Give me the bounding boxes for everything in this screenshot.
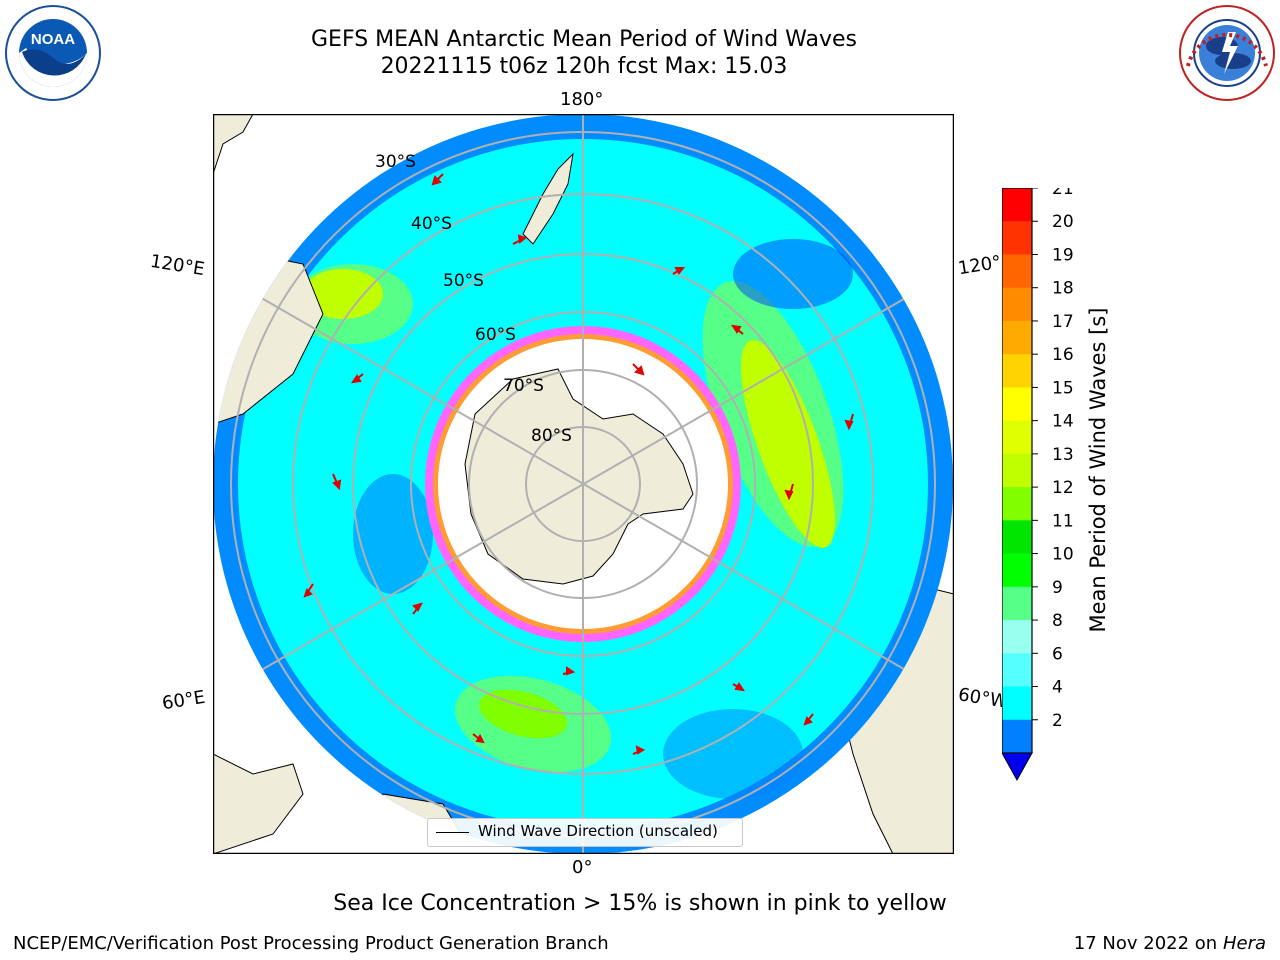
colorbar-tick-label: 9	[1052, 578, 1063, 598]
colorbar-tick-label: 4	[1052, 678, 1063, 698]
colorbar-block	[1002, 586, 1032, 621]
lon-label-lower-left: 60°E	[160, 686, 207, 715]
colorbar-block	[1002, 453, 1032, 488]
colorbar-tick-label: 21	[1052, 188, 1074, 199]
lat-label-50s: 50°S	[443, 271, 484, 291]
lat-label-30s: 30°S	[375, 152, 416, 172]
colorbar-tick-label: 11	[1052, 511, 1074, 531]
colorbar-block	[1002, 719, 1032, 754]
lon-label-upper-right: 120°	[956, 251, 1003, 280]
date-text: 17 Nov 2022 on	[1073, 933, 1218, 954]
africa-land	[213, 753, 304, 854]
colorbar-tick-label: 19	[1052, 245, 1074, 265]
colorbar-tick-label: 13	[1052, 445, 1074, 465]
colorbar-block	[1002, 254, 1032, 289]
credit-text: NCEP/EMC/Verification Post Processing Pr…	[13, 933, 609, 954]
polar-map: 30°S 40°S 50°S 60°S 70°S 80°S	[213, 114, 954, 854]
colorbar-block	[1002, 320, 1032, 355]
colorbar-block	[1002, 686, 1032, 721]
lat-label-70s: 70°S	[503, 376, 544, 396]
colorbar-title: Mean Period of Wind Waves [s]	[1086, 307, 1110, 633]
australia-land	[213, 114, 254, 175]
colorbar-tick-label: 2	[1052, 711, 1063, 731]
colorbar-tick-label: 12	[1052, 478, 1074, 498]
nws-logo	[1179, 5, 1275, 101]
colorbar-tick-label: 20	[1052, 212, 1074, 232]
colorbar-block	[1002, 620, 1032, 654]
colorbar-block	[1002, 287, 1032, 322]
colorbar-tick-label: 8	[1052, 611, 1063, 631]
lat-label-60s: 60°S	[475, 325, 516, 345]
colorbar-block	[1002, 387, 1032, 422]
colorbar-tick-label: 18	[1052, 279, 1074, 299]
colorbar-block	[1002, 420, 1032, 455]
colorbar-block	[1002, 354, 1032, 388]
colorbar-block	[1002, 188, 1032, 222]
map-title: GEFS MEAN Antarctic Mean Period of Wind …	[311, 27, 857, 52]
colorbar-tick-label: 16	[1052, 345, 1074, 365]
lon-label-top: 180°	[560, 89, 604, 110]
colorbar-block	[1002, 553, 1032, 588]
date-host-text: 17 Nov 2022 on Hera	[1074, 933, 1266, 954]
sea-ice-footnote: Sea Ice Concentration > 15% is shown in …	[333, 891, 947, 916]
legend-label: Wind Wave Direction (unscaled)	[478, 822, 718, 840]
colorbar-block	[1002, 653, 1032, 688]
colorbar-block	[1002, 520, 1032, 555]
colorbar-tick-label: 17	[1052, 312, 1074, 332]
colorbar-block	[1002, 487, 1032, 521]
colorbar-tick-label: 14	[1052, 412, 1074, 432]
colorbar-tick-label: 10	[1052, 545, 1074, 565]
colorbar-tick-label: 15	[1052, 378, 1074, 398]
host-name: Hera	[1222, 933, 1266, 954]
lon-label-bottom: 0°	[572, 857, 593, 878]
colorbar-extend-triangle	[1002, 752, 1033, 782]
lon-label-upper-left: 120°E	[148, 250, 207, 281]
map-legend: Wind Wave Direction (unscaled)	[427, 818, 743, 847]
colorbar: 21 20 19 18 17 16 15 14 13 12 11 10 9 8 6 4 2	[1002, 188, 1074, 782]
antarctica-land	[464, 368, 694, 585]
noaa-logo: NOAA	[5, 5, 101, 101]
map-subtitle: 20221115 t06z 120h fcst Max: 15.03	[380, 54, 788, 79]
wave-direction-arrows	[303, 173, 854, 755]
legend-line-icon	[436, 832, 469, 833]
lat-label-80s: 80°S	[531, 426, 572, 446]
colorbar-tick-label: 6	[1052, 644, 1063, 664]
noaa-logo-text: NOAA	[31, 31, 75, 48]
lat-label-40s: 40°S	[411, 214, 452, 234]
colorbar-block	[1002, 221, 1032, 255]
